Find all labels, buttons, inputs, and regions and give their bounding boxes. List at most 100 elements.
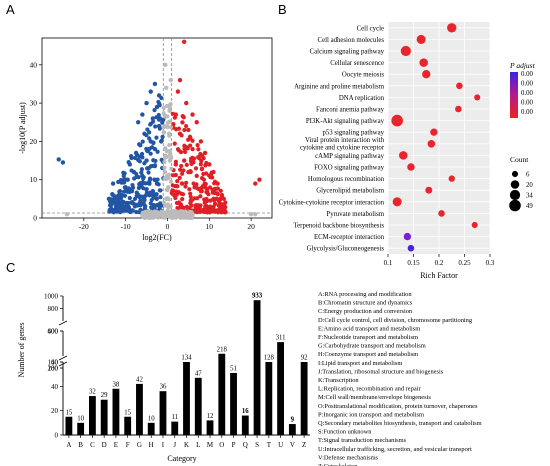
volcano-point xyxy=(182,146,187,151)
volcano-point xyxy=(167,119,172,124)
volcano-point xyxy=(152,107,157,113)
enrichment-point xyxy=(416,34,426,44)
volcano-point xyxy=(163,62,168,68)
enrichment-point xyxy=(407,163,415,171)
volcano-point xyxy=(185,205,190,210)
cog-bar xyxy=(253,300,261,435)
volcano-point xyxy=(141,176,146,181)
count-legend-label: 34 xyxy=(526,193,533,200)
volcano-point xyxy=(153,158,158,163)
volcano-point xyxy=(184,123,189,129)
x-tick-label: 0 xyxy=(166,222,170,231)
volcano-point xyxy=(149,210,154,215)
cog-bar xyxy=(159,391,167,435)
volcano-point xyxy=(118,177,124,183)
cog-bar xyxy=(300,362,308,435)
cog-legend-item: L:Replication, recombination and repair xyxy=(318,386,421,393)
volcano-point xyxy=(188,156,194,161)
volcano-point xyxy=(179,163,184,169)
x-tick-label: M xyxy=(207,441,214,449)
volcano-point xyxy=(142,161,147,166)
volcano-point xyxy=(145,166,150,171)
count-legend-title: Count xyxy=(510,155,529,164)
cog-value-label: 933 xyxy=(252,293,263,300)
volcano-point xyxy=(193,166,199,171)
y-tick-label: 800 xyxy=(48,305,59,313)
enrichment-point xyxy=(474,94,481,101)
enrichment-pathway-labels: Cell cycle Cell adhesion molecules Calcium… xyxy=(279,25,385,252)
volcano-point xyxy=(142,197,147,203)
volcano-point xyxy=(194,120,199,125)
volcano-point xyxy=(212,186,217,192)
volcano-point xyxy=(203,204,208,209)
y-tick-label: 60 xyxy=(51,359,59,367)
cog-legend-item: M:Cell wall/membrane/envelope biogenesis xyxy=(318,394,431,401)
volcano-point xyxy=(184,180,189,185)
enrichment-point xyxy=(400,45,411,57)
cog-legend-item: F:Nucleotide transport and metabolism xyxy=(318,334,418,341)
enrichment-x-ticks: 0.1 0.15 0.2 0.25 0.3 xyxy=(384,254,495,267)
volcano-point xyxy=(202,150,208,156)
x-tick-label: 20 xyxy=(247,222,255,231)
volcano-point xyxy=(171,192,177,198)
volcano-point xyxy=(179,133,184,138)
pathway-label: Cellular senescence xyxy=(330,60,384,67)
cog-value-label: 32 xyxy=(89,389,96,396)
count-legend-dot xyxy=(510,180,520,189)
volcano-point xyxy=(177,77,183,83)
enrichment-point xyxy=(447,23,457,33)
volcano-point xyxy=(110,192,115,197)
volcano-point xyxy=(175,178,180,184)
y-tick-label: 600 xyxy=(48,328,59,336)
padjust-tick-label: 0.00 xyxy=(521,81,533,88)
volcano-point xyxy=(203,181,208,187)
volcano-point xyxy=(198,194,203,199)
y-tick-label: 1000 xyxy=(44,293,59,301)
volcano-point xyxy=(157,116,163,121)
volcano-point xyxy=(184,100,189,106)
cog-value-label: 29 xyxy=(101,392,108,399)
volcano-point xyxy=(187,214,192,219)
volcano-point xyxy=(155,177,160,182)
enrichment-point xyxy=(471,221,478,229)
volcano-point xyxy=(129,155,134,160)
volcano-point xyxy=(183,184,188,189)
x-tick-label: 10 xyxy=(206,222,214,231)
cog-bars xyxy=(65,300,308,435)
volcano-point xyxy=(143,214,148,219)
volcano-point xyxy=(188,135,193,141)
padjust-legend-ticks: 0.00 0.00 0.00 0.00 0.00 xyxy=(521,71,533,116)
volcano-point xyxy=(64,211,70,217)
volcano-x-axis-title: log2(FC) xyxy=(142,233,172,242)
padjust-tick-label: 0.00 xyxy=(521,90,533,97)
cog-value-label: 128 xyxy=(264,355,275,362)
cog-legend-item: J:Translation, ribosomal structure and b… xyxy=(318,368,444,375)
count-legend-dot xyxy=(511,170,519,178)
volcano-point xyxy=(182,215,187,220)
cog-value-label: 9 xyxy=(291,417,295,424)
cog-value-label: 311 xyxy=(276,335,286,342)
volcano-point xyxy=(171,121,176,127)
x-tick-label: D xyxy=(102,441,107,449)
volcano-point xyxy=(172,141,177,146)
panel-label-c: C xyxy=(6,260,15,275)
cog-bar xyxy=(112,388,120,435)
volcano-point xyxy=(147,213,152,218)
volcano-point xyxy=(164,176,169,181)
x-tick-label: B xyxy=(78,441,83,449)
cog-legend-item: O:Posttranslational modification, protei… xyxy=(318,403,478,410)
volcano-point xyxy=(175,89,181,94)
volcano-point xyxy=(196,208,201,213)
volcano-point xyxy=(211,204,216,209)
volcano-point xyxy=(165,125,170,130)
volcano-point xyxy=(189,210,194,215)
volcano-point xyxy=(223,200,228,205)
volcano-x-ticks: -20 -10 0 10 20 xyxy=(79,218,255,231)
cog-bar xyxy=(124,416,132,435)
volcano-point xyxy=(136,157,141,163)
volcano-point xyxy=(127,195,132,201)
x-tick-label: V xyxy=(290,441,295,449)
enrichment-dot-plot: Cell cycle Cell adhesion molecules Calcium… xyxy=(279,22,536,280)
enrichment-point xyxy=(438,210,445,217)
